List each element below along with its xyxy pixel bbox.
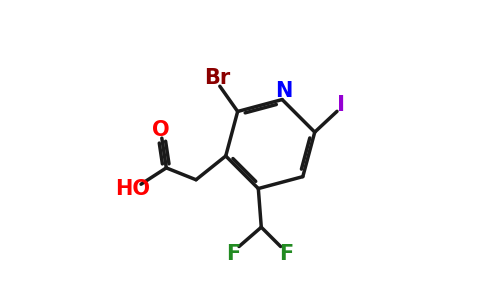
Text: Br: Br	[204, 68, 230, 88]
Text: O: O	[151, 120, 169, 140]
Text: HO: HO	[115, 179, 150, 199]
Text: I: I	[337, 95, 346, 115]
Text: F: F	[279, 244, 293, 264]
Text: F: F	[227, 244, 241, 264]
Text: N: N	[275, 81, 292, 101]
